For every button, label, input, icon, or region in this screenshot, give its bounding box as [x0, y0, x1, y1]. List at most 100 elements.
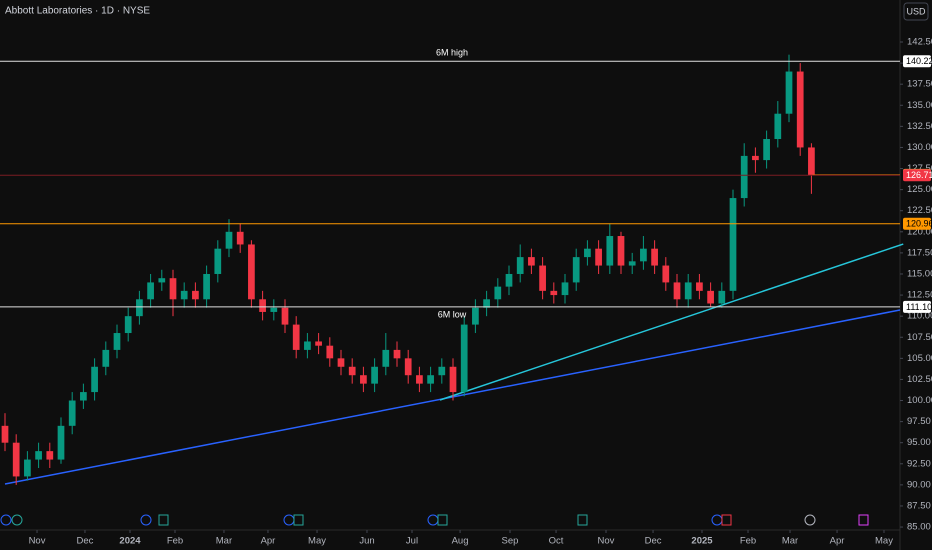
candle-body — [169, 278, 177, 300]
candle-body — [584, 248, 591, 258]
candle-body — [393, 349, 401, 359]
candle-body — [180, 290, 188, 300]
y-tick-label: 130.00 — [907, 142, 932, 153]
candle-body — [348, 366, 356, 376]
x-tick-label: Dec — [77, 536, 94, 547]
candle-body — [528, 257, 535, 266]
x-tick-label: Apr — [261, 536, 276, 547]
candle-body — [718, 290, 726, 304]
price-tag — [903, 55, 931, 68]
x-tick-label: 2024 — [119, 536, 141, 547]
candle-body — [572, 257, 580, 283]
candle-body — [315, 341, 322, 346]
candle-body — [449, 366, 457, 393]
candle-body — [684, 282, 692, 300]
y-tick-label: 117.50 — [907, 247, 932, 258]
candle-body — [561, 282, 569, 296]
candle-body — [371, 366, 378, 384]
candle-body — [225, 231, 233, 249]
candle-body — [57, 425, 65, 460]
candle-body — [785, 71, 793, 114]
candle-body — [337, 358, 345, 367]
candle-body — [35, 451, 42, 460]
level-label: 6M high — [436, 48, 468, 58]
candle-body — [360, 375, 367, 384]
y-tick-label: 112.50 — [907, 290, 932, 301]
x-tick-label: Dec — [645, 536, 662, 547]
x-tick-label: May — [308, 536, 326, 547]
candle-body — [236, 231, 244, 245]
y-tick-label: 105.00 — [907, 353, 932, 364]
candle-body — [147, 282, 154, 300]
y-tick-label: 100.00 — [907, 395, 932, 406]
candle-body — [808, 147, 815, 176]
price-tag-label: 111.10 — [906, 302, 932, 312]
trend-line — [439, 243, 904, 401]
y-tick-label: 125.00 — [907, 184, 932, 195]
x-tick-label: Nov — [29, 536, 46, 547]
y-tick-label: 92.50 — [907, 458, 931, 469]
x-tick-label: Apr — [830, 536, 845, 547]
candle-body — [752, 155, 759, 161]
event-icons — [0, 514, 869, 526]
level-label: 6M low — [438, 309, 467, 319]
y-tick-label: 97.50 — [907, 416, 931, 427]
candle-body — [427, 375, 434, 384]
candle-body — [102, 349, 110, 367]
y-tick-label: 120.00 — [907, 226, 932, 237]
x-tick-label: Mar — [216, 536, 232, 547]
candle-body — [158, 278, 166, 283]
candle-body — [91, 366, 98, 393]
candle-body — [707, 290, 714, 304]
y-tick-label: 137.50 — [907, 79, 932, 90]
candle-body — [606, 236, 614, 266]
candle-body — [516, 257, 524, 274]
candle-body — [673, 282, 681, 300]
candle-body — [46, 451, 54, 460]
candle-body — [382, 349, 390, 367]
candle-body — [214, 248, 222, 274]
candle-body — [1, 425, 9, 443]
candle-body — [259, 299, 266, 312]
candle-body — [404, 358, 412, 376]
y-tick-label: 90.00 — [907, 479, 931, 490]
price-tag-label: 126.71 — [906, 170, 932, 180]
x-tick-label: Feb — [167, 536, 183, 547]
x-tick-label: Oct — [549, 536, 564, 547]
price-tag — [903, 300, 931, 313]
x-tick-label: Sep — [502, 536, 519, 547]
y-tick-label: 132.50 — [907, 121, 932, 132]
y-tick-label: 107.50 — [907, 332, 932, 343]
candle-body — [483, 299, 490, 308]
y-tick-label: 110.00 — [907, 311, 932, 322]
price-tag — [903, 169, 931, 182]
y-tick-label: 102.50 — [907, 374, 932, 385]
y-tick-label: 85.00 — [907, 522, 931, 533]
currency: USD — [906, 6, 926, 16]
candle-body — [774, 113, 782, 140]
candle-body — [696, 282, 703, 291]
trend-line — [4, 309, 901, 485]
candle-body — [460, 324, 468, 393]
candle-body — [326, 345, 334, 359]
candle-body — [136, 299, 143, 317]
candle-body — [80, 392, 87, 401]
candle-body — [640, 248, 647, 262]
chart-title: Abbott Laboratories · 1D · NYSE — [5, 6, 150, 17]
candle-body — [192, 290, 199, 300]
candle-body — [248, 244, 255, 300]
x-tick-label: 2025 — [691, 536, 713, 547]
candle-body — [24, 459, 31, 477]
candle-body — [270, 307, 278, 312]
candle-body — [550, 290, 558, 296]
candle-body — [113, 333, 121, 350]
candle-body — [617, 236, 625, 266]
currency-box — [903, 2, 929, 21]
candle-body — [292, 324, 300, 350]
x-tick-label: Nov — [598, 536, 615, 547]
y-tick-label: 135.00 — [907, 100, 932, 111]
x-tick-label: Jun — [359, 536, 374, 547]
